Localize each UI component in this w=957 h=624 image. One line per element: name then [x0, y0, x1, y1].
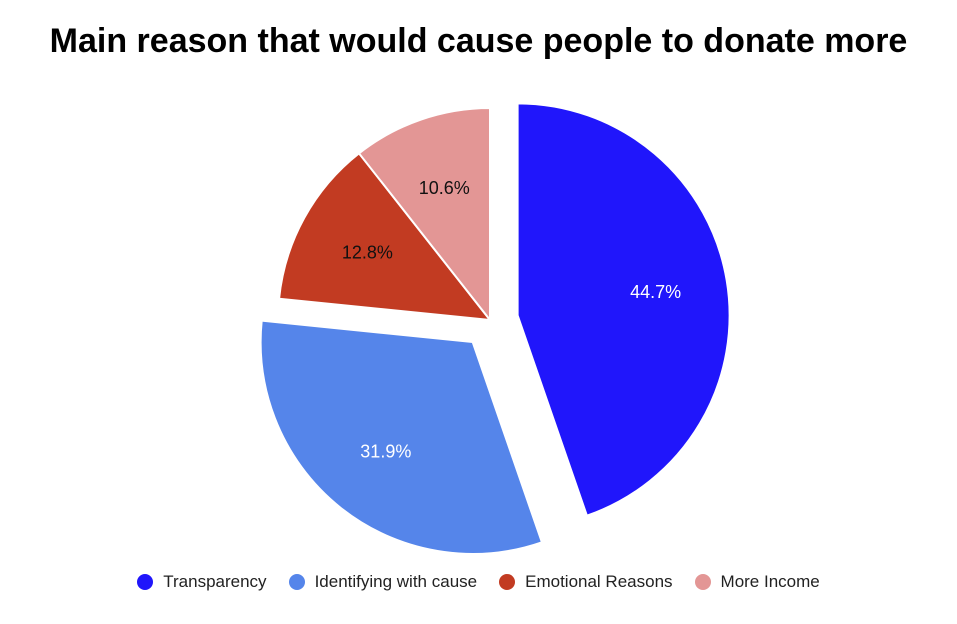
- legend-label: More Income: [720, 572, 820, 591]
- legend-item: Emotional Reasons: [499, 572, 673, 592]
- legend-swatch-icon: [137, 574, 154, 590]
- legend-swatch-icon: [499, 574, 516, 590]
- pie-slice-identifying-with-cause: [259, 319, 544, 555]
- pie-slice-transparency: [516, 102, 731, 517]
- chart-title: Main reason that would cause people to d…: [49, 22, 908, 60]
- chart-legend: Transparency Identifying with cause Emotio…: [0, 572, 957, 592]
- legend-item: Identifying with cause: [288, 572, 478, 592]
- slice-value-label: 31.9%: [360, 442, 411, 462]
- legend-label: Emotional Reasons: [525, 572, 673, 591]
- pie-slice-more-income: [357, 106, 491, 323]
- legend-swatch-icon: [288, 574, 305, 590]
- legend-label: Identifying with cause: [314, 572, 478, 591]
- legend-item: More Income: [694, 572, 820, 592]
- slice-value-label: 12.8%: [342, 243, 393, 263]
- pie-slice-emotional-reasons: [277, 151, 493, 322]
- legend-label: Transparency: [163, 572, 267, 591]
- slice-value-label: 10.6%: [419, 178, 470, 198]
- legend-item: Transparency: [137, 572, 267, 592]
- slice-value-label: 44.7%: [630, 282, 681, 302]
- legend-swatch-icon: [694, 574, 711, 590]
